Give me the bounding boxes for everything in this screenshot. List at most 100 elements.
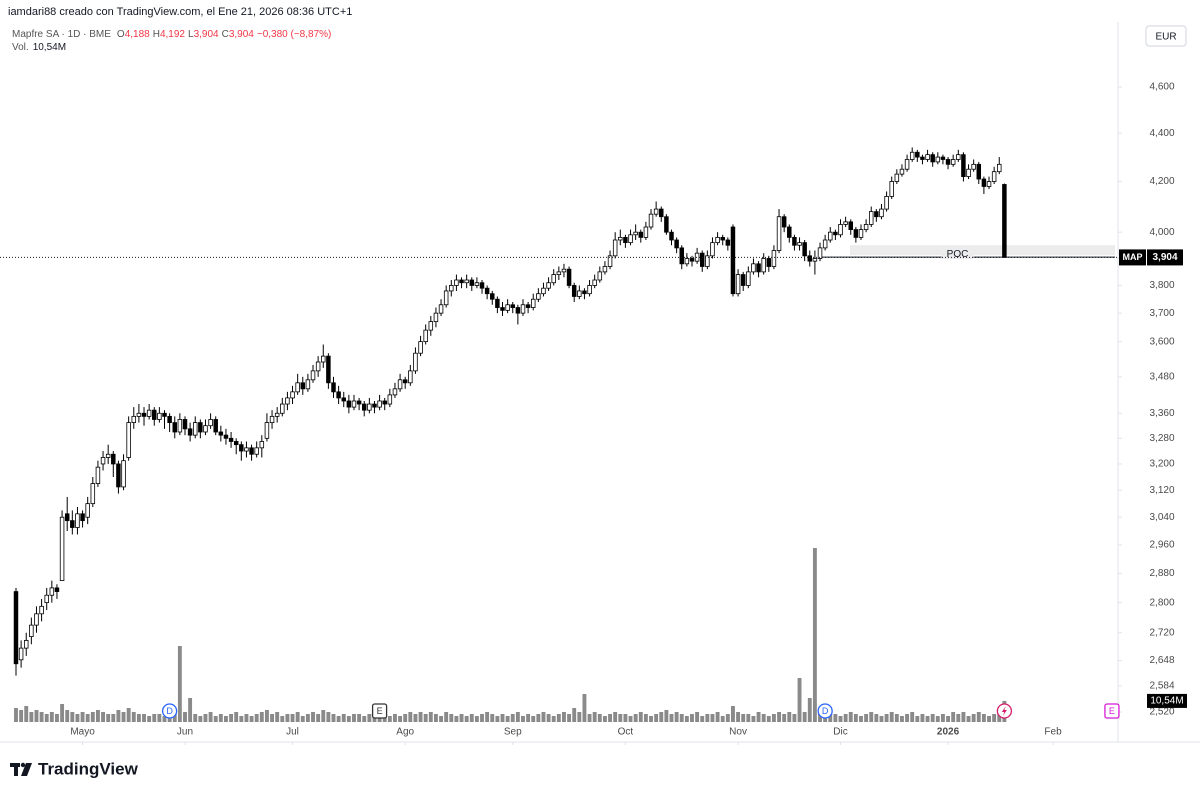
candle-body [612,239,618,257]
candle-body [326,355,331,384]
volume-bar [971,714,976,722]
candle-body [54,587,60,592]
volume-bar [290,714,295,722]
candle-body [571,285,577,297]
volume-bar [111,714,116,722]
candle-body [751,263,756,273]
candle-body [213,419,218,433]
candle-body [853,229,859,238]
candle-body [23,640,29,649]
candle-body [664,216,669,233]
volume-bar [264,710,269,722]
candle-body [459,279,464,284]
volume-bar [505,716,510,722]
volume-bar [172,712,177,722]
y-tick-label: 4,200 [1149,176,1174,187]
x-tick-label: Dic [833,727,847,738]
volume-bar [80,712,85,722]
candle-body [904,159,910,170]
volume-bar [101,712,105,722]
candle-body [438,304,444,314]
volume-bar [587,714,592,722]
candle-body [812,258,818,262]
candle-body [490,293,495,300]
volume-bar [131,712,136,722]
volume-bar [966,716,971,722]
y-tick-label: 3,120 [1149,485,1174,496]
volume-bar [879,716,884,722]
candle-body [520,304,526,314]
volume-bar [551,716,556,722]
volume-bar [951,712,956,722]
volume-bar [705,714,710,722]
candle-body [157,412,162,420]
volume-bar [336,716,341,722]
legend-key: O [117,29,125,40]
candle-body [182,419,188,430]
candle-body [469,279,475,286]
candle-body [525,304,531,308]
volume-bar [326,712,331,722]
candle-body [771,250,777,267]
volume-bar [643,714,648,722]
volume-bar [116,710,121,722]
volume-bar [521,716,525,722]
event-icon [161,703,178,719]
candle-body [116,463,121,488]
candle-body [423,329,428,343]
volume-bar [992,714,997,722]
volume-bar [618,714,623,722]
volume-bar [679,714,684,722]
volume-bar [183,712,187,722]
candle-body [90,483,96,505]
volume-bar [592,712,597,722]
volume-bar [925,716,930,722]
volume-bar [853,714,858,722]
currency[interactable]: EUR [1155,32,1176,43]
candle-body [858,229,864,238]
candle-body [966,168,971,177]
volume-bar [546,714,551,722]
candle-body [505,304,510,311]
candle-body [536,293,541,300]
volume-bar [848,712,853,722]
currency-button[interactable] [1145,25,1187,47]
volume-bar [65,710,70,722]
legend-change: −0,380 (−8,87%) [257,29,332,40]
volume-bar [536,714,541,722]
volume-bar [459,714,464,722]
volume-bar [638,712,643,722]
candle-body [18,647,24,661]
volume-bar [956,714,961,722]
volume-bar [485,712,490,722]
candle-body [633,231,638,236]
volume-bar [449,714,454,722]
candle-body [336,391,341,399]
candle-body [515,307,521,314]
volume-bar [812,548,817,722]
volume-bar [771,714,776,722]
candle-body [361,403,367,411]
legend-volume-value: 10,54M [33,42,66,53]
event-icon [1104,703,1120,719]
volume-bar [203,714,208,722]
candle-body [981,178,987,187]
volume-bar [910,712,915,722]
volume-bar [515,712,520,722]
volume-bar [500,714,505,722]
volume-bar [229,714,234,722]
volume-bar [889,712,894,722]
candle-body [479,282,485,289]
candle-body [592,279,597,286]
volume-bar [244,714,249,722]
candle-body [761,258,766,273]
volume-bar [85,714,90,722]
volume-bar [869,712,874,722]
volume-bar [864,714,869,722]
candle-body [561,268,567,273]
candle-body [443,290,449,306]
volume-bar [843,714,848,722]
volume-bar [602,716,607,722]
candle-body [648,213,654,228]
